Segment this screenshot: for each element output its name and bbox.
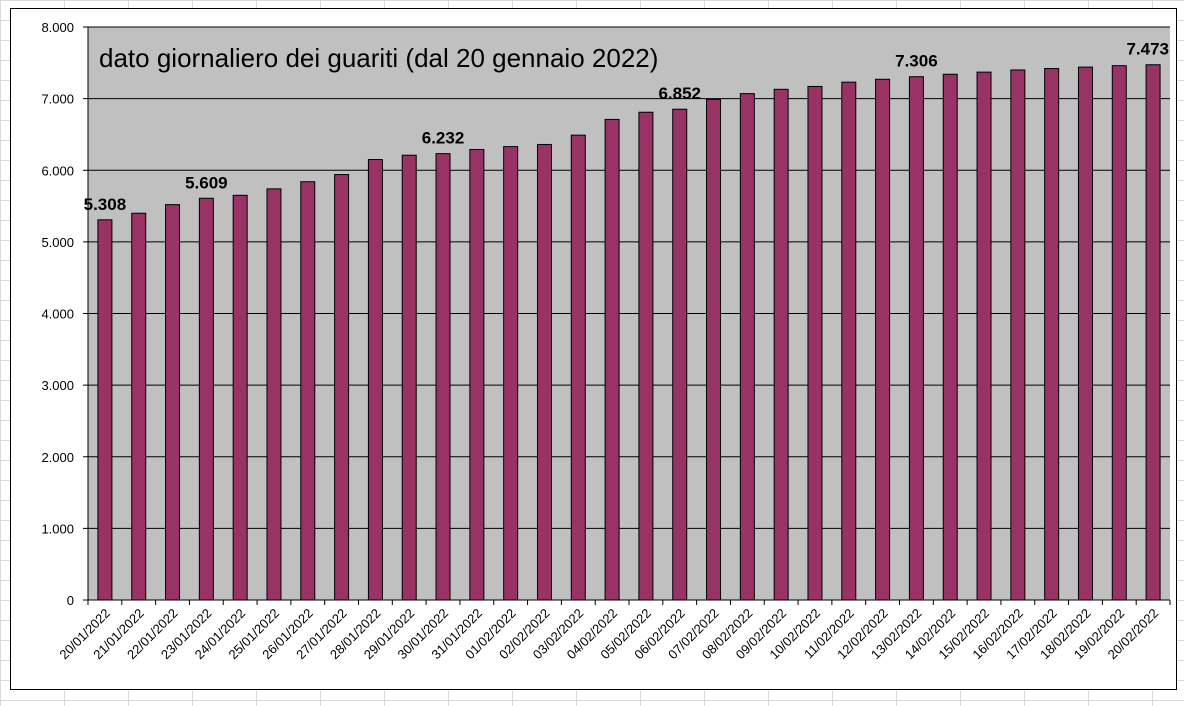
bar — [198, 197, 214, 601]
data-label: 7.306 — [895, 52, 938, 71]
data-label: 6.232 — [422, 129, 465, 148]
bar — [773, 88, 789, 601]
bar — [976, 71, 992, 601]
bar — [908, 76, 924, 601]
bar — [266, 188, 282, 601]
bars — [97, 64, 1161, 601]
y-tick-label: 1.000 — [41, 521, 74, 536]
bar — [435, 153, 451, 601]
data-label: 5.609 — [185, 173, 228, 192]
bar — [334, 174, 350, 601]
bar — [570, 134, 586, 601]
y-tick-label: 6.000 — [41, 163, 74, 178]
y-tick-labels: 0 1.000 2.000 3.000 4.000 5.000 6.000 7.000 8.00… — [41, 20, 88, 608]
y-tick-label: 4.000 — [41, 307, 74, 322]
bar — [1145, 64, 1161, 601]
y-tick-label: 0 — [67, 593, 74, 608]
bar — [604, 118, 620, 601]
y-tick-label: 3.000 — [41, 378, 74, 393]
bar — [401, 154, 417, 601]
bar — [638, 111, 654, 601]
data-label: 5.308 — [84, 195, 127, 214]
data-label: 6.852 — [658, 84, 701, 103]
data-label: 7.473 — [1126, 40, 1169, 59]
bar — [942, 73, 958, 601]
x-tick-labels: 20/01/202221/01/202222/01/202223/01/2022… — [56, 600, 1171, 662]
bar — [165, 204, 181, 601]
data-labels: 5.308 5.609 6.232 6.852 7.306 7.473 — [84, 40, 1169, 214]
bar — [672, 108, 688, 601]
chart-title: dato giornaliero dei guariti (dal 20 gen… — [99, 43, 658, 73]
bar — [300, 181, 316, 601]
bar — [1077, 66, 1093, 601]
y-tick-label: 2.000 — [41, 450, 74, 465]
bar — [367, 159, 383, 601]
y-tick-label: 8.000 — [41, 20, 74, 35]
bar — [875, 78, 891, 601]
y-tick-label: 5.000 — [41, 235, 74, 250]
bar — [739, 93, 755, 601]
bar — [706, 98, 722, 601]
bar — [1111, 65, 1127, 601]
bar — [1044, 68, 1060, 601]
bar — [807, 85, 823, 601]
bar — [97, 219, 113, 601]
y-tick-label: 7.000 — [41, 92, 74, 107]
bar — [1010, 69, 1026, 601]
bar — [536, 143, 552, 601]
bar — [841, 81, 857, 601]
bar — [131, 212, 147, 601]
bar — [503, 146, 519, 601]
bar — [469, 148, 485, 601]
bar — [232, 194, 248, 601]
